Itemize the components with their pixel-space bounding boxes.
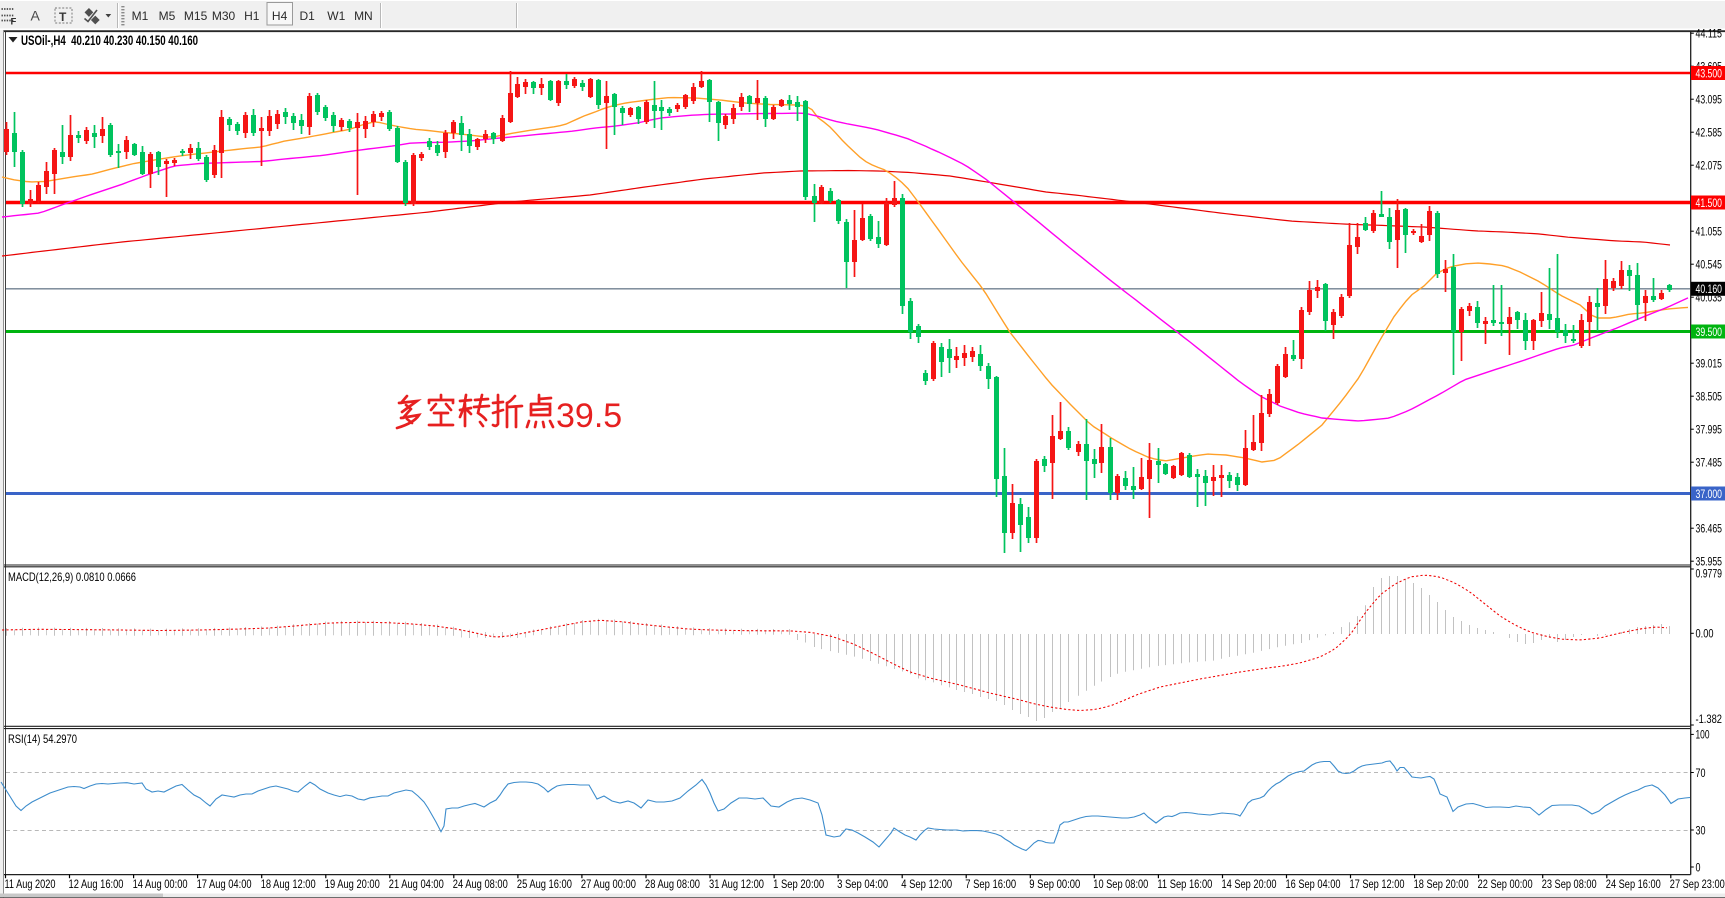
svg-text:14 Sep 20:00: 14 Sep 20:00 [1222,877,1277,891]
svg-text:MN: MN [354,9,373,23]
svg-text:23 Sep 08:00: 23 Sep 08:00 [1542,877,1597,891]
svg-text:41.055: 41.055 [1696,225,1723,239]
svg-text:42.075: 42.075 [1696,159,1723,173]
svg-text:19 Aug 20:00: 19 Aug 20:00 [325,877,380,891]
svg-text:4 Sep 12:00: 4 Sep 12:00 [901,877,952,891]
svg-text:43.095: 43.095 [1696,93,1723,107]
svg-text:24 Sep 16:00: 24 Sep 16:00 [1606,877,1661,891]
svg-text:9 Sep 00:00: 9 Sep 00:00 [1029,877,1080,891]
svg-text:24 Aug 08:00: 24 Aug 08:00 [453,877,508,891]
svg-text:36.465: 36.465 [1696,522,1723,536]
svg-text:18 Aug 12:00: 18 Aug 12:00 [261,877,316,891]
svg-text:40.160: 40.160 [1696,282,1723,296]
svg-text:38.505: 38.505 [1696,390,1723,404]
svg-text:W1: W1 [327,9,345,23]
svg-text:39.500: 39.500 [1696,325,1723,339]
svg-text:31 Aug 12:00: 31 Aug 12:00 [709,877,764,891]
svg-text:37.000: 37.000 [1696,487,1723,501]
svg-text:11 Aug 2020: 11 Aug 2020 [5,877,56,891]
svg-text:14 Aug 00:00: 14 Aug 00:00 [133,877,188,891]
svg-text:0.9779: 0.9779 [1696,567,1723,581]
svg-text:27 Sep 23:00: 27 Sep 23:00 [1670,877,1725,891]
svg-text:17 Sep 12:00: 17 Sep 12:00 [1350,877,1405,891]
svg-text:37.995: 37.995 [1696,423,1723,437]
svg-text:3 Sep 04:00: 3 Sep 04:00 [837,877,888,891]
svg-text:39.015: 39.015 [1696,357,1723,371]
svg-text:1 Sep 20:00: 1 Sep 20:00 [773,877,824,891]
svg-text:39.5: 39.5 [556,397,622,435]
svg-text:USOil-,H4 40.210 40.230 40.15: USOil-,H4 40.210 40.230 40.150 40.160 [21,33,198,48]
svg-text:16 Sep 04:00: 16 Sep 04:00 [1286,877,1341,891]
svg-text:10 Sep 08:00: 10 Sep 08:00 [1093,877,1148,891]
svg-text:RSI(14) 54.2970: RSI(14) 54.2970 [8,732,77,746]
svg-text:H4: H4 [272,9,288,23]
svg-text:T: T [59,10,67,24]
svg-text:41.500: 41.500 [1696,196,1723,210]
svg-text:M5: M5 [159,9,176,23]
svg-text:70: 70 [1696,766,1706,780]
svg-text:17 Aug 04:00: 17 Aug 04:00 [197,877,252,891]
svg-text:37.485: 37.485 [1696,456,1723,470]
svg-text:M1: M1 [132,9,149,23]
svg-text:-1.382: -1.382 [1696,712,1723,726]
svg-text:35.955: 35.955 [1696,555,1723,569]
svg-text:100: 100 [1696,728,1710,742]
svg-text:42.585: 42.585 [1696,126,1723,140]
svg-text:28 Aug 08:00: 28 Aug 08:00 [645,877,700,891]
svg-text:M15: M15 [184,9,208,23]
svg-text:18 Sep 20:00: 18 Sep 20:00 [1414,877,1469,891]
svg-text:11 Sep 16:00: 11 Sep 16:00 [1157,877,1212,891]
svg-text:A: A [31,8,41,24]
svg-text:7 Sep 16:00: 7 Sep 16:00 [965,877,1016,891]
svg-text:43.500: 43.500 [1696,66,1723,80]
svg-text:21 Aug 04:00: 21 Aug 04:00 [389,877,444,891]
svg-text:22 Sep 00:00: 22 Sep 00:00 [1478,877,1533,891]
svg-text:0: 0 [1696,860,1701,874]
svg-text:12 Aug 16:00: 12 Aug 16:00 [69,877,124,891]
svg-text:30: 30 [1696,823,1706,837]
svg-text:40.545: 40.545 [1696,258,1723,272]
svg-text:H1: H1 [244,9,260,23]
svg-text:F: F [11,17,17,28]
svg-text:44.115: 44.115 [1696,27,1723,41]
svg-text:27 Aug 00:00: 27 Aug 00:00 [581,877,636,891]
svg-text:25 Aug 16:00: 25 Aug 16:00 [517,877,572,891]
svg-text:0.00: 0.00 [1696,627,1714,641]
svg-text:D1: D1 [300,9,316,23]
svg-text:M30: M30 [212,9,236,23]
svg-text:MACD(12,26,9) 0.0810 0.0666: MACD(12,26,9) 0.0810 0.0666 [8,570,136,584]
